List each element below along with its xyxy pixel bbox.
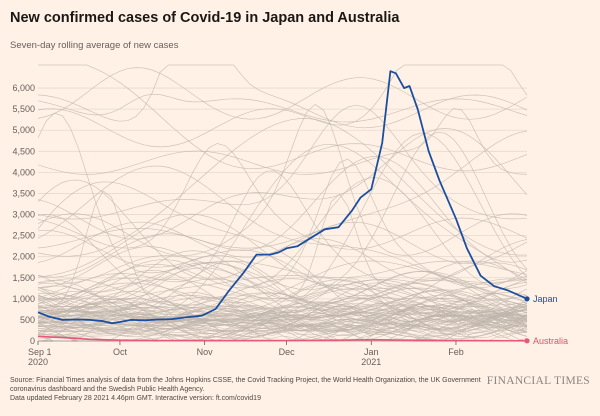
context-line (37, 306, 528, 323)
y-tick-label: 3,500 (12, 188, 35, 198)
y-tick-label: 5,000 (12, 125, 35, 135)
context-line (37, 130, 528, 249)
context-line (37, 128, 528, 240)
series-line-australia (37, 335, 528, 342)
x-tick-year: 2021 (361, 357, 381, 367)
context-line (37, 108, 528, 175)
y-tick-label: 4,000 (12, 167, 35, 177)
y-tick-label: 4,500 (12, 146, 35, 156)
update-note: Data updated February 28 2021 4.46pm GMT… (10, 395, 261, 402)
series-lines (37, 70, 530, 344)
context-line (37, 308, 528, 323)
context-line (37, 118, 527, 257)
series-line-japan (37, 70, 528, 325)
series-endpoint-australia (524, 338, 530, 344)
series-label-japan: Japan (533, 294, 558, 304)
y-tick-label: 2,500 (12, 231, 35, 241)
y-tick-label: 500 (20, 315, 35, 325)
context-line (37, 156, 528, 278)
series-label-australia: Australia (533, 336, 568, 346)
context-line (37, 64, 528, 129)
y-tick-label: 1,000 (12, 294, 35, 304)
context-line (37, 250, 528, 327)
y-tick-label: 3,000 (12, 210, 35, 220)
context-line (37, 267, 528, 306)
context-line (37, 112, 528, 279)
context-line (37, 165, 528, 285)
context-line (37, 213, 528, 316)
context-line (37, 64, 528, 148)
y-tick-label: 2,000 (12, 252, 35, 262)
y-tick-label: 1,500 (12, 273, 35, 283)
x-tick-label: Jan (364, 347, 379, 357)
context-line (37, 143, 528, 315)
context-line (37, 303, 528, 319)
y-tick-label: 5,500 (12, 104, 35, 114)
context-line (37, 131, 528, 293)
context-line (37, 104, 528, 220)
context-line (38, 64, 528, 172)
series-labels: Japan Australia (533, 294, 568, 346)
context-line (37, 260, 528, 304)
x-tick-label: Dec (279, 347, 296, 357)
context-line (38, 312, 528, 329)
context-line (37, 143, 528, 250)
context-line (37, 221, 528, 265)
context-line (37, 310, 528, 328)
context-line (37, 93, 528, 123)
context-line (37, 322, 528, 338)
context-line (37, 67, 528, 120)
context-line (37, 312, 528, 328)
context-line (37, 255, 528, 304)
y-axis: 0 500 1,000 1,500 2,000 2,500 3,000 3,500 4,000 4… (12, 83, 35, 346)
footer: Source: Financial Times analysis of data… (10, 376, 505, 403)
y-tick-label: 0 (30, 336, 35, 346)
source-note: Source: Financial Times analysis of data… (10, 377, 481, 393)
context-line (37, 311, 528, 326)
context-line (37, 317, 528, 334)
chart-title: New confirmed cases of Covid-19 in Japan… (10, 10, 400, 26)
context-line (37, 319, 528, 336)
context-line (37, 320, 528, 336)
series-endpoint-japan (524, 296, 530, 302)
line-chart: 0 500 1,000 1,500 2,000 2,500 3,000 3,500 4,000 4… (12, 64, 568, 367)
y-tick-label: 6,000 (12, 83, 35, 93)
ft-logo: FINANCIAL TIMES (486, 375, 590, 387)
x-tick-label: Sep 1 (28, 347, 52, 357)
x-tick-label: Nov (197, 347, 214, 357)
x-tick-year: 2020 (28, 357, 48, 367)
context-line (37, 158, 528, 289)
context-lines (37, 64, 528, 342)
context-line (37, 262, 528, 318)
x-tick-label: Feb (448, 347, 464, 357)
x-tick-label: Oct (113, 347, 128, 357)
context-line (37, 305, 528, 322)
chart-subtitle: Seven-day rolling average of new cases (10, 40, 179, 51)
context-line (37, 103, 528, 257)
context-line (37, 177, 528, 301)
context-line (37, 229, 528, 299)
